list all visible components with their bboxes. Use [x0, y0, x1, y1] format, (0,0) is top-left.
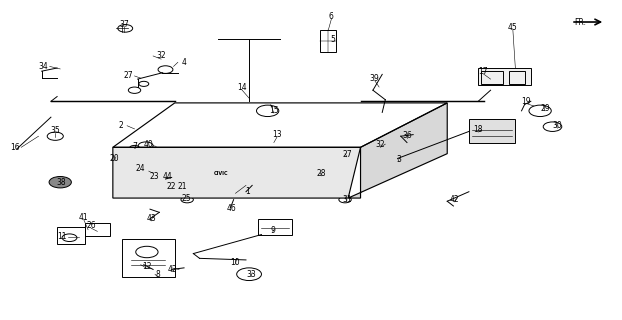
Text: 28: 28 — [317, 169, 327, 178]
Bar — [122, 239, 175, 277]
Text: 18: 18 — [473, 125, 483, 134]
Text: 9: 9 — [270, 226, 275, 235]
Text: 10: 10 — [231, 258, 240, 267]
Text: CIVIC: CIVIC — [214, 171, 228, 176]
Text: 34: 34 — [39, 62, 49, 71]
Text: 38: 38 — [57, 178, 67, 187]
Text: 32: 32 — [376, 140, 385, 149]
Text: 32: 32 — [156, 52, 166, 60]
Text: 23: 23 — [149, 172, 159, 181]
Text: 27: 27 — [124, 71, 133, 80]
Text: 36: 36 — [402, 131, 412, 140]
Text: 39: 39 — [370, 74, 379, 83]
Text: 45: 45 — [508, 23, 518, 32]
Text: 8: 8 — [155, 270, 160, 279]
Text: 17: 17 — [478, 67, 488, 76]
Text: 1: 1 — [246, 187, 250, 196]
Bar — [509, 71, 524, 84]
Polygon shape — [348, 103, 447, 198]
Text: 3: 3 — [396, 155, 401, 164]
Bar — [320, 30, 336, 52]
Text: 42: 42 — [450, 195, 460, 204]
Text: 27: 27 — [342, 150, 351, 159]
Text: 13: 13 — [272, 130, 282, 139]
Text: 43: 43 — [146, 214, 156, 223]
Text: 15: 15 — [269, 106, 279, 115]
Text: 37: 37 — [119, 20, 129, 29]
Text: 21: 21 — [177, 182, 187, 191]
Bar — [57, 227, 85, 244]
Text: 11: 11 — [57, 232, 67, 241]
Bar — [469, 119, 516, 142]
Text: 19: 19 — [522, 97, 531, 106]
Text: 2: 2 — [119, 121, 123, 130]
Bar — [258, 219, 292, 235]
Text: 35: 35 — [50, 126, 60, 135]
Circle shape — [49, 177, 72, 188]
Text: 4: 4 — [182, 58, 187, 67]
Text: 16: 16 — [10, 143, 20, 152]
Bar — [478, 68, 531, 85]
Bar — [184, 160, 258, 185]
Text: 6: 6 — [329, 12, 334, 21]
Text: 24: 24 — [136, 164, 146, 173]
Text: 41: 41 — [79, 213, 88, 222]
Text: 44: 44 — [162, 172, 172, 181]
Bar — [134, 162, 175, 179]
Bar — [85, 223, 109, 236]
Text: 29: 29 — [541, 104, 550, 113]
Text: 25: 25 — [181, 194, 191, 203]
Text: 46: 46 — [227, 204, 236, 213]
Bar — [481, 71, 503, 84]
Text: 5: 5 — [330, 35, 335, 44]
Text: FR.: FR. — [575, 18, 587, 27]
Bar — [187, 162, 255, 184]
Text: 31: 31 — [342, 195, 351, 204]
Text: 12: 12 — [142, 262, 152, 271]
Text: 22: 22 — [167, 182, 177, 191]
Text: 42: 42 — [168, 265, 178, 274]
Text: 40: 40 — [144, 140, 154, 149]
Text: 30: 30 — [552, 121, 562, 130]
Text: 33: 33 — [246, 270, 256, 279]
Text: 26: 26 — [86, 221, 96, 230]
Text: 20: 20 — [109, 154, 119, 163]
Text: 14: 14 — [237, 83, 246, 92]
Text: 7: 7 — [132, 142, 137, 151]
Bar — [193, 165, 249, 182]
Polygon shape — [113, 147, 361, 198]
